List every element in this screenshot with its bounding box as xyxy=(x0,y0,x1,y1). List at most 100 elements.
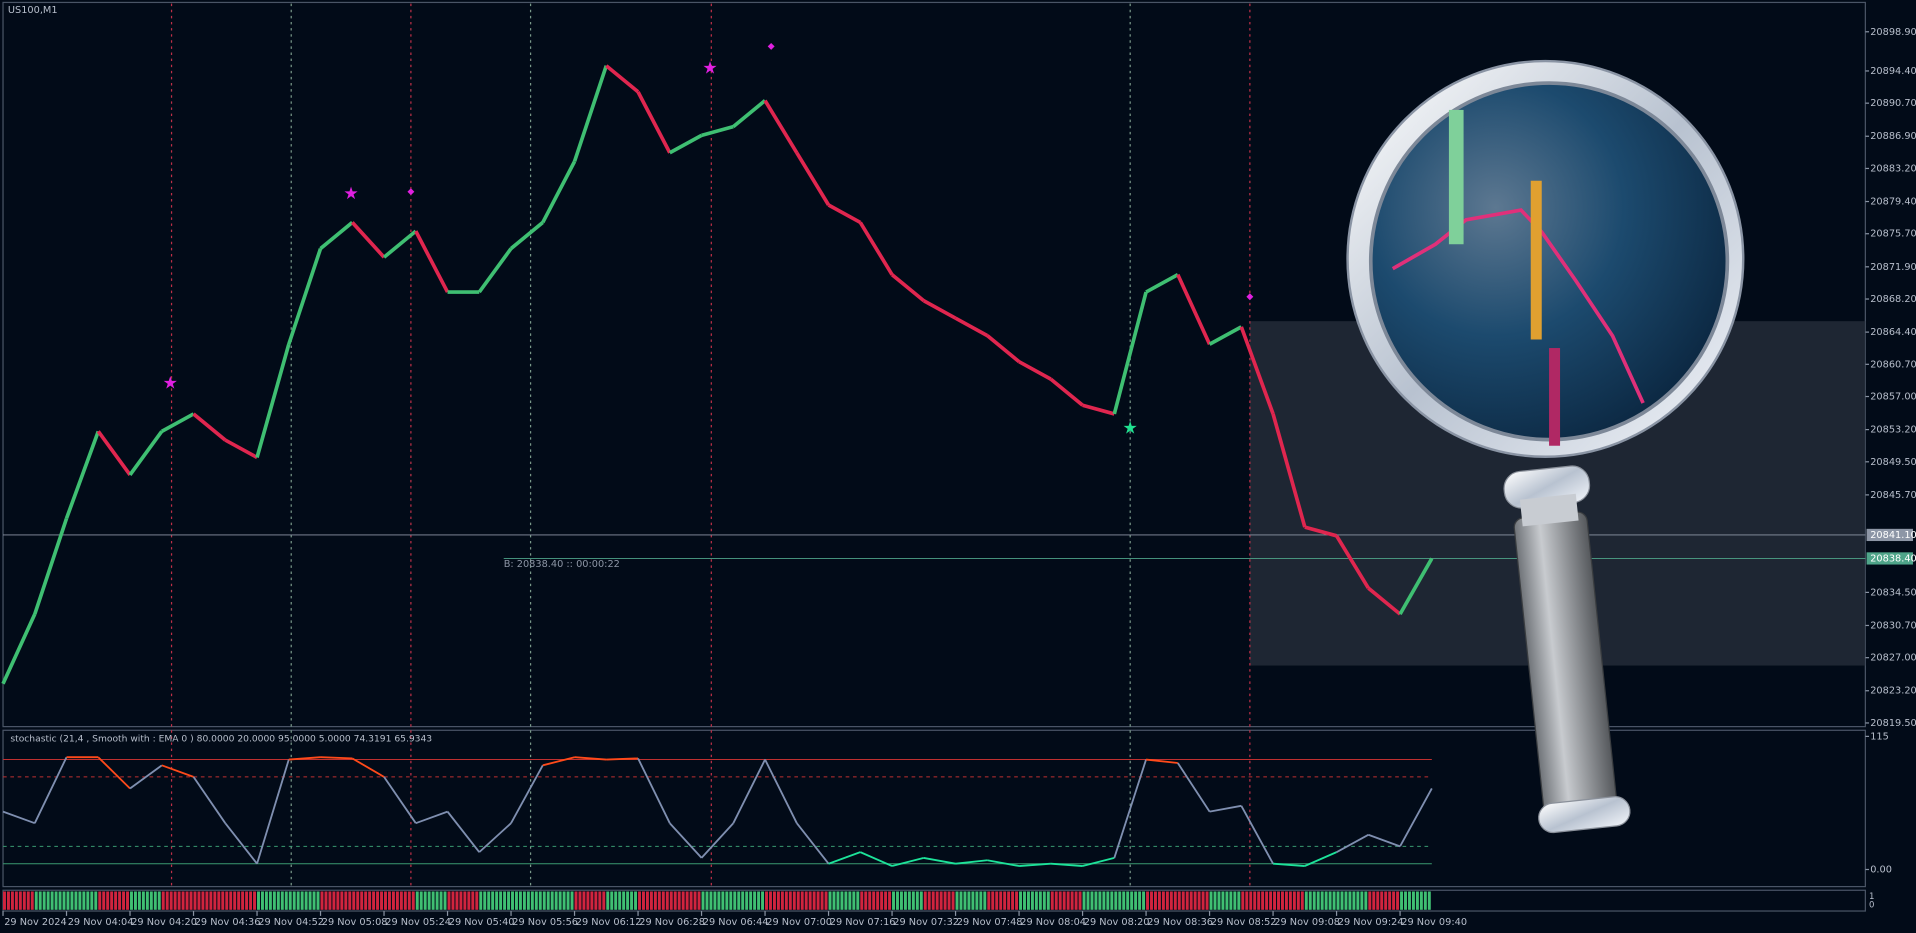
series-segment xyxy=(1082,403,1115,416)
x-tick-label: 29 Nov 08:52 xyxy=(1211,917,1277,928)
strip-bar xyxy=(1376,891,1380,910)
strip-bar xyxy=(971,891,975,910)
strip-bar xyxy=(614,891,618,910)
series-segment xyxy=(1367,586,1402,616)
strip-bar xyxy=(852,891,856,910)
x-tick-label: 29 Nov 08:20 xyxy=(1084,917,1150,928)
strip-bar xyxy=(292,891,296,910)
strip-bar xyxy=(1181,891,1185,910)
strip-bar xyxy=(284,891,288,910)
x-tick-label: 29 Nov 05:24 xyxy=(385,917,451,928)
strip-bar xyxy=(959,891,963,910)
strip-bar xyxy=(34,891,38,910)
y-tick-label: 20845.70 xyxy=(1870,490,1916,501)
signal-star: ★ xyxy=(343,184,358,204)
strip-bar xyxy=(1023,891,1026,910)
series-segment xyxy=(541,160,577,224)
y-tick-label: 20830.70 xyxy=(1870,620,1916,631)
strip-bar xyxy=(598,891,602,910)
strip-bar xyxy=(1360,891,1364,910)
strip-bar xyxy=(1225,891,1229,910)
strip-bar xyxy=(157,891,161,910)
marks: 20898.90 20894.40 20890.70 20886.90 20883.20… xyxy=(1,27,1916,928)
y-tick-label: 20898.90 xyxy=(1870,27,1916,38)
strip-bar xyxy=(403,891,407,910)
strip-bar xyxy=(526,891,530,910)
strip-bar xyxy=(1026,891,1030,910)
series-segment xyxy=(987,859,1020,867)
y-tick-label: 20853.20 xyxy=(1870,425,1916,436)
series-segment xyxy=(224,822,258,865)
strip-bar xyxy=(399,891,403,910)
x-tick-label: 29 Nov 07:32 xyxy=(893,917,959,928)
strip-bar xyxy=(1197,891,1201,910)
strip-bar xyxy=(923,891,927,910)
signal-star: ★ xyxy=(163,373,178,393)
strip-bar xyxy=(395,891,399,910)
series-segment xyxy=(1145,273,1179,294)
strip-bar xyxy=(1332,891,1336,910)
strip-bar xyxy=(431,891,435,910)
strip-bar xyxy=(1118,891,1122,910)
strip-bar xyxy=(999,891,1003,910)
strip-bar xyxy=(149,891,153,910)
series-segment xyxy=(192,776,227,824)
series-segment xyxy=(572,65,609,163)
strip-bar xyxy=(443,891,447,910)
strip-bar xyxy=(272,891,276,910)
strip-bar xyxy=(78,891,82,910)
strip-bar xyxy=(876,891,880,910)
strip-bar xyxy=(1384,891,1388,910)
strip-bar xyxy=(947,891,951,910)
strip-bar xyxy=(471,891,475,910)
strip-bar xyxy=(780,891,784,910)
strip-bar xyxy=(915,891,919,910)
strip-bar xyxy=(1356,891,1360,910)
strip-bar xyxy=(391,891,395,910)
series-segment xyxy=(128,430,164,476)
strip-bar xyxy=(1217,891,1221,910)
lens xyxy=(1368,81,1730,442)
strip-bar xyxy=(1296,891,1300,910)
strip-bar xyxy=(685,891,689,910)
strip-bar xyxy=(1094,891,1098,910)
strip-bar xyxy=(419,891,423,910)
y-tick-label: 20894.40 xyxy=(1870,66,1916,77)
strip-bar xyxy=(189,891,193,910)
strip-bar xyxy=(237,891,241,910)
strip-bar xyxy=(1142,891,1146,910)
strip-bar xyxy=(661,891,665,910)
strip-bar xyxy=(1269,891,1273,910)
series-segment xyxy=(955,859,988,865)
series-segment xyxy=(255,343,291,458)
x-tick-label: 29 Nov 09:08 xyxy=(1274,917,1340,928)
neck xyxy=(1519,493,1579,527)
series-segment xyxy=(1018,862,1051,867)
strip-bar xyxy=(14,891,18,910)
sub-title: stochastic (21,4 , Smooth with : EMA 0 )… xyxy=(10,734,432,744)
strip-bar xyxy=(1348,891,1352,910)
strip-bar xyxy=(201,891,205,910)
strip-bar xyxy=(407,891,411,910)
strip-bar xyxy=(233,891,237,910)
strip-bar xyxy=(145,891,149,910)
strip-bar xyxy=(1308,891,1312,910)
strip-bar xyxy=(1011,891,1015,910)
strip-bar xyxy=(594,891,598,910)
chart-title: US100,M1 xyxy=(8,5,58,16)
strip-bar xyxy=(411,891,415,910)
strip-bar xyxy=(725,891,729,910)
x-tick-label: 29 Nov 08:36 xyxy=(1147,917,1213,928)
strip-bar xyxy=(1050,891,1054,910)
strip-bar xyxy=(1415,891,1419,910)
strip-bar xyxy=(979,891,983,910)
series-segment xyxy=(1145,758,1178,764)
strip-bar xyxy=(62,891,66,910)
series-segment xyxy=(986,334,1021,364)
strip-bar xyxy=(824,891,828,910)
y-tick-label: 20886.90 xyxy=(1870,131,1916,142)
strip-bar xyxy=(193,891,197,910)
series-segment xyxy=(637,757,671,824)
series-segment xyxy=(477,247,513,294)
y-tick-label: 20875.70 xyxy=(1870,229,1916,240)
